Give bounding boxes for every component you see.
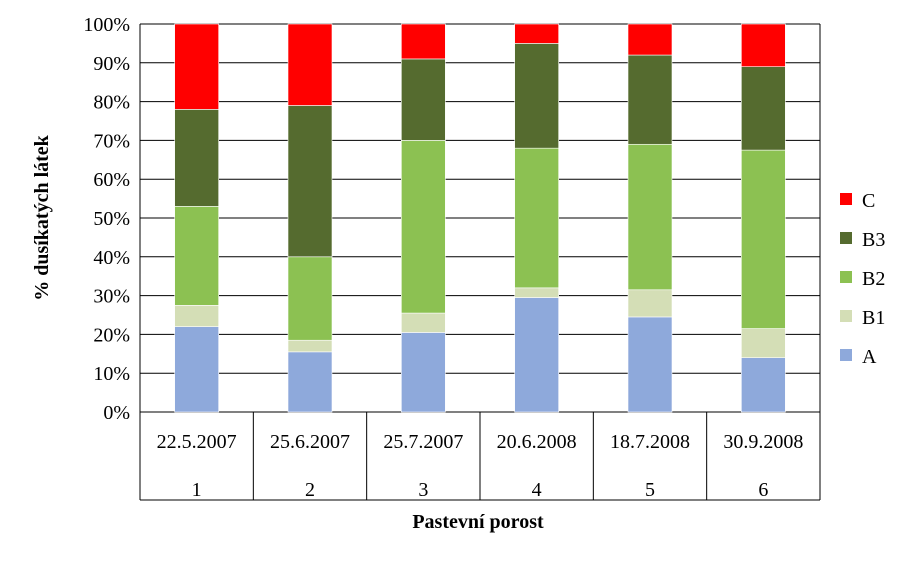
bar-segment-c (287, 23, 333, 106)
x-category-number: 1 (192, 479, 202, 501)
x-category-date: 22.5.2007 (157, 431, 237, 453)
legend-swatch-b2 (840, 271, 852, 283)
y-tick-label: 100% (83, 14, 130, 36)
bar-segment-a (174, 326, 219, 413)
y-tick-label: 20% (93, 324, 130, 346)
bar-segment-a (627, 316, 673, 413)
bar-segment-b3 (627, 54, 673, 145)
x-category-number: 4 (532, 479, 542, 501)
bar-segment-b3 (741, 66, 786, 151)
bar-segment-b2 (741, 149, 786, 329)
legend-label-b1: B1 (862, 307, 885, 329)
x-category-date: 25.7.2007 (383, 431, 463, 453)
x-category-number: 3 (418, 479, 428, 501)
bar-segment-b1 (741, 328, 786, 358)
y-tick-label: 90% (93, 53, 130, 75)
x-category-date: 18.7.2008 (610, 431, 690, 453)
bar-segment-b2 (514, 147, 559, 289)
bar-segment-b3 (401, 58, 446, 141)
bar-segment-b1 (174, 304, 219, 327)
legend-label-b3: B3 (862, 229, 885, 251)
legend-swatch-a (840, 349, 852, 361)
legend-label-b2: B2 (862, 268, 885, 290)
bar-segment-b1 (627, 289, 673, 318)
y-tick-label: 30% (93, 286, 130, 308)
y-tick-label: 50% (93, 208, 130, 230)
x-category-labels: 22.5.2007 1 25.6.2007 2 25.7.2007 3 20.6.2008 4… (157, 431, 804, 501)
legend-swatch-c (840, 193, 852, 205)
bar-segment-c (174, 23, 219, 110)
y-tick-labels: 0% 10% 20% 30% 40% 50% 60% 70% 80% 90% 100% (83, 14, 130, 424)
y-tick-label: 40% (93, 247, 130, 269)
bar-segment-c (514, 23, 559, 44)
bar-segment-a (287, 351, 333, 413)
legend-swatch-b3 (840, 232, 852, 244)
bar-segment-b3 (174, 109, 219, 207)
bar-segment-a (741, 357, 786, 413)
x-category-number: 2 (305, 479, 315, 501)
y-axis-title: % dusíkatých látek (31, 134, 53, 300)
x-category-date: 30.9.2008 (723, 431, 803, 453)
x-axis-title: Pastevní porost (412, 511, 544, 533)
bar-segment-b1 (287, 339, 333, 353)
bar-segment-b2 (174, 206, 219, 306)
y-tick-label: 10% (93, 363, 130, 385)
bar-segment-b2 (401, 140, 446, 314)
bar-segment-b3 (287, 105, 333, 258)
legend-label-a: A (862, 346, 877, 368)
bar-segment-c (627, 23, 673, 56)
y-tick-label: 80% (93, 92, 130, 114)
bar-segment-c (741, 23, 786, 67)
bar-stacks (174, 23, 786, 413)
y-tick-label: 70% (93, 130, 130, 152)
bar-segment-a (514, 297, 559, 413)
bar-segment-b1 (514, 287, 559, 298)
bar-segment-b3 (514, 43, 559, 149)
bar-segment-b2 (627, 143, 673, 291)
x-category-date: 20.6.2008 (497, 431, 577, 453)
gridlines (140, 23, 820, 413)
bar-segment-b2 (287, 256, 333, 341)
x-category-number: 6 (758, 479, 768, 501)
y-tick-label: 0% (103, 402, 130, 424)
y-tick-label: 60% (93, 169, 130, 191)
bar-segment-c (401, 23, 446, 60)
legend-swatch-b1 (840, 310, 852, 322)
bar-segment-b1 (401, 312, 446, 333)
x-category-number: 5 (645, 479, 655, 501)
legend: C B3 B2 B1 A (840, 190, 885, 368)
bar-segment-a (401, 332, 446, 413)
axes (139, 24, 821, 501)
x-category-date: 25.6.2007 (270, 431, 350, 453)
legend-label-c: C (862, 190, 875, 212)
